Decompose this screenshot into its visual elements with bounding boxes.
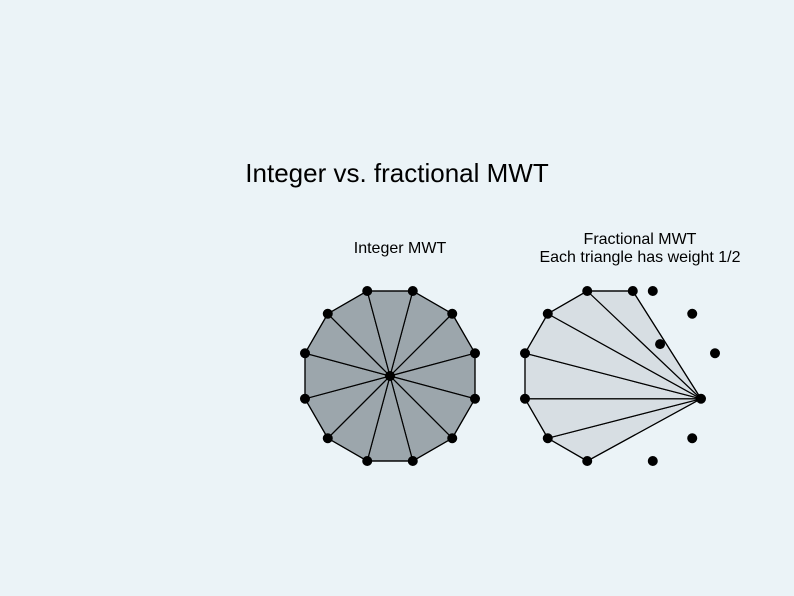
vertex-dot (323, 309, 333, 319)
vertex-dot (582, 286, 592, 296)
vertex-dot (470, 394, 480, 404)
ring-dot (710, 348, 720, 358)
right-label-line2: Each triangle has weight 1/2 (539, 249, 740, 266)
vertex-dot (582, 456, 592, 466)
right-diagram-label: Fractional MWT Each triangle has weight … (510, 231, 770, 267)
vertex-dot (543, 433, 553, 443)
apex-dot (696, 394, 706, 404)
vertex-dot (408, 286, 418, 296)
vertex-dot (323, 433, 333, 443)
ring-dot (648, 456, 658, 466)
ring-dot (687, 309, 697, 319)
center-dot (385, 371, 395, 381)
vertex-dot (300, 348, 310, 358)
vertex-dot (300, 394, 310, 404)
fractional-mwt-diagram (500, 266, 760, 486)
vertex-dot (408, 456, 418, 466)
vertex-dot (447, 433, 457, 443)
vertex-dot (520, 394, 530, 404)
slide-title: Integer vs. fractional MWT (0, 158, 794, 189)
vertex-dot (470, 348, 480, 358)
ring-dot (687, 433, 697, 443)
right-label-line1: Fractional MWT (584, 231, 697, 248)
integer-mwt-diagram (280, 266, 500, 486)
vertex-dot (543, 309, 553, 319)
vertex-dot (628, 286, 638, 296)
left-diagram-label: Integer MWT (300, 240, 500, 258)
vertex-dot (447, 309, 457, 319)
extra-dot (655, 339, 665, 349)
vertex-dot (362, 286, 372, 296)
ring-dot (648, 286, 658, 296)
vertex-dot (362, 456, 372, 466)
vertex-dot (520, 348, 530, 358)
